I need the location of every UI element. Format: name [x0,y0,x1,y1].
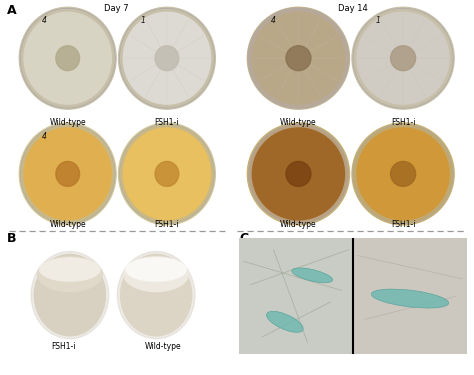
Text: FSH1-i: FSH1-i [393,342,418,351]
Text: Wild-type: Wild-type [280,220,317,230]
Circle shape [252,12,345,104]
Text: A: A [7,4,17,17]
Circle shape [252,128,345,220]
Circle shape [353,124,453,224]
Circle shape [118,123,215,225]
Ellipse shape [34,254,105,336]
Ellipse shape [37,257,102,292]
Circle shape [155,46,179,70]
Circle shape [155,161,179,186]
Ellipse shape [292,268,333,283]
Ellipse shape [124,257,189,292]
Text: Wild-type: Wild-type [49,220,86,230]
Text: 1: 1 [375,16,381,25]
Circle shape [119,8,214,108]
Text: 4: 4 [42,132,46,141]
Text: Wild-type: Wild-type [280,342,317,351]
Circle shape [248,124,348,224]
Circle shape [56,46,80,70]
Bar [239,238,353,354]
Circle shape [56,161,80,186]
Ellipse shape [120,254,191,336]
Circle shape [357,12,449,104]
Circle shape [391,46,416,70]
Circle shape [247,123,349,225]
Text: FSH1-i: FSH1-i [52,342,76,351]
Text: FSH1-i: FSH1-i [155,118,179,127]
Text: 4: 4 [42,16,46,25]
Circle shape [19,123,116,225]
Circle shape [24,12,111,104]
Text: FSH1-i: FSH1-i [391,118,415,127]
Text: Day 7: Day 7 [104,4,128,13]
Circle shape [118,7,215,109]
Circle shape [20,124,115,224]
Ellipse shape [31,252,109,339]
Ellipse shape [266,311,303,332]
Ellipse shape [118,252,195,339]
Circle shape [123,128,210,220]
Circle shape [247,7,349,109]
Circle shape [24,128,111,220]
Ellipse shape [126,258,186,281]
Circle shape [119,124,214,224]
Text: Wild-type: Wild-type [49,118,86,127]
Ellipse shape [371,289,449,308]
Circle shape [19,7,116,109]
Circle shape [353,8,453,108]
Circle shape [352,7,454,109]
Circle shape [352,123,454,225]
Circle shape [391,161,416,186]
Text: Wild-type: Wild-type [145,342,182,351]
Text: B: B [7,232,17,245]
Text: 1: 1 [141,16,146,25]
Circle shape [286,46,311,70]
Circle shape [286,161,311,186]
Text: Wild-type: Wild-type [280,118,317,127]
Text: FSH1-i: FSH1-i [391,220,415,230]
Circle shape [248,8,348,108]
Ellipse shape [40,258,100,281]
Text: 4: 4 [271,16,276,25]
Text: C: C [239,232,248,245]
Text: Day 14: Day 14 [338,4,368,13]
Bar [353,238,467,354]
Text: FSH1-i: FSH1-i [155,220,179,230]
Circle shape [123,12,210,104]
Circle shape [357,128,449,220]
Circle shape [20,8,115,108]
